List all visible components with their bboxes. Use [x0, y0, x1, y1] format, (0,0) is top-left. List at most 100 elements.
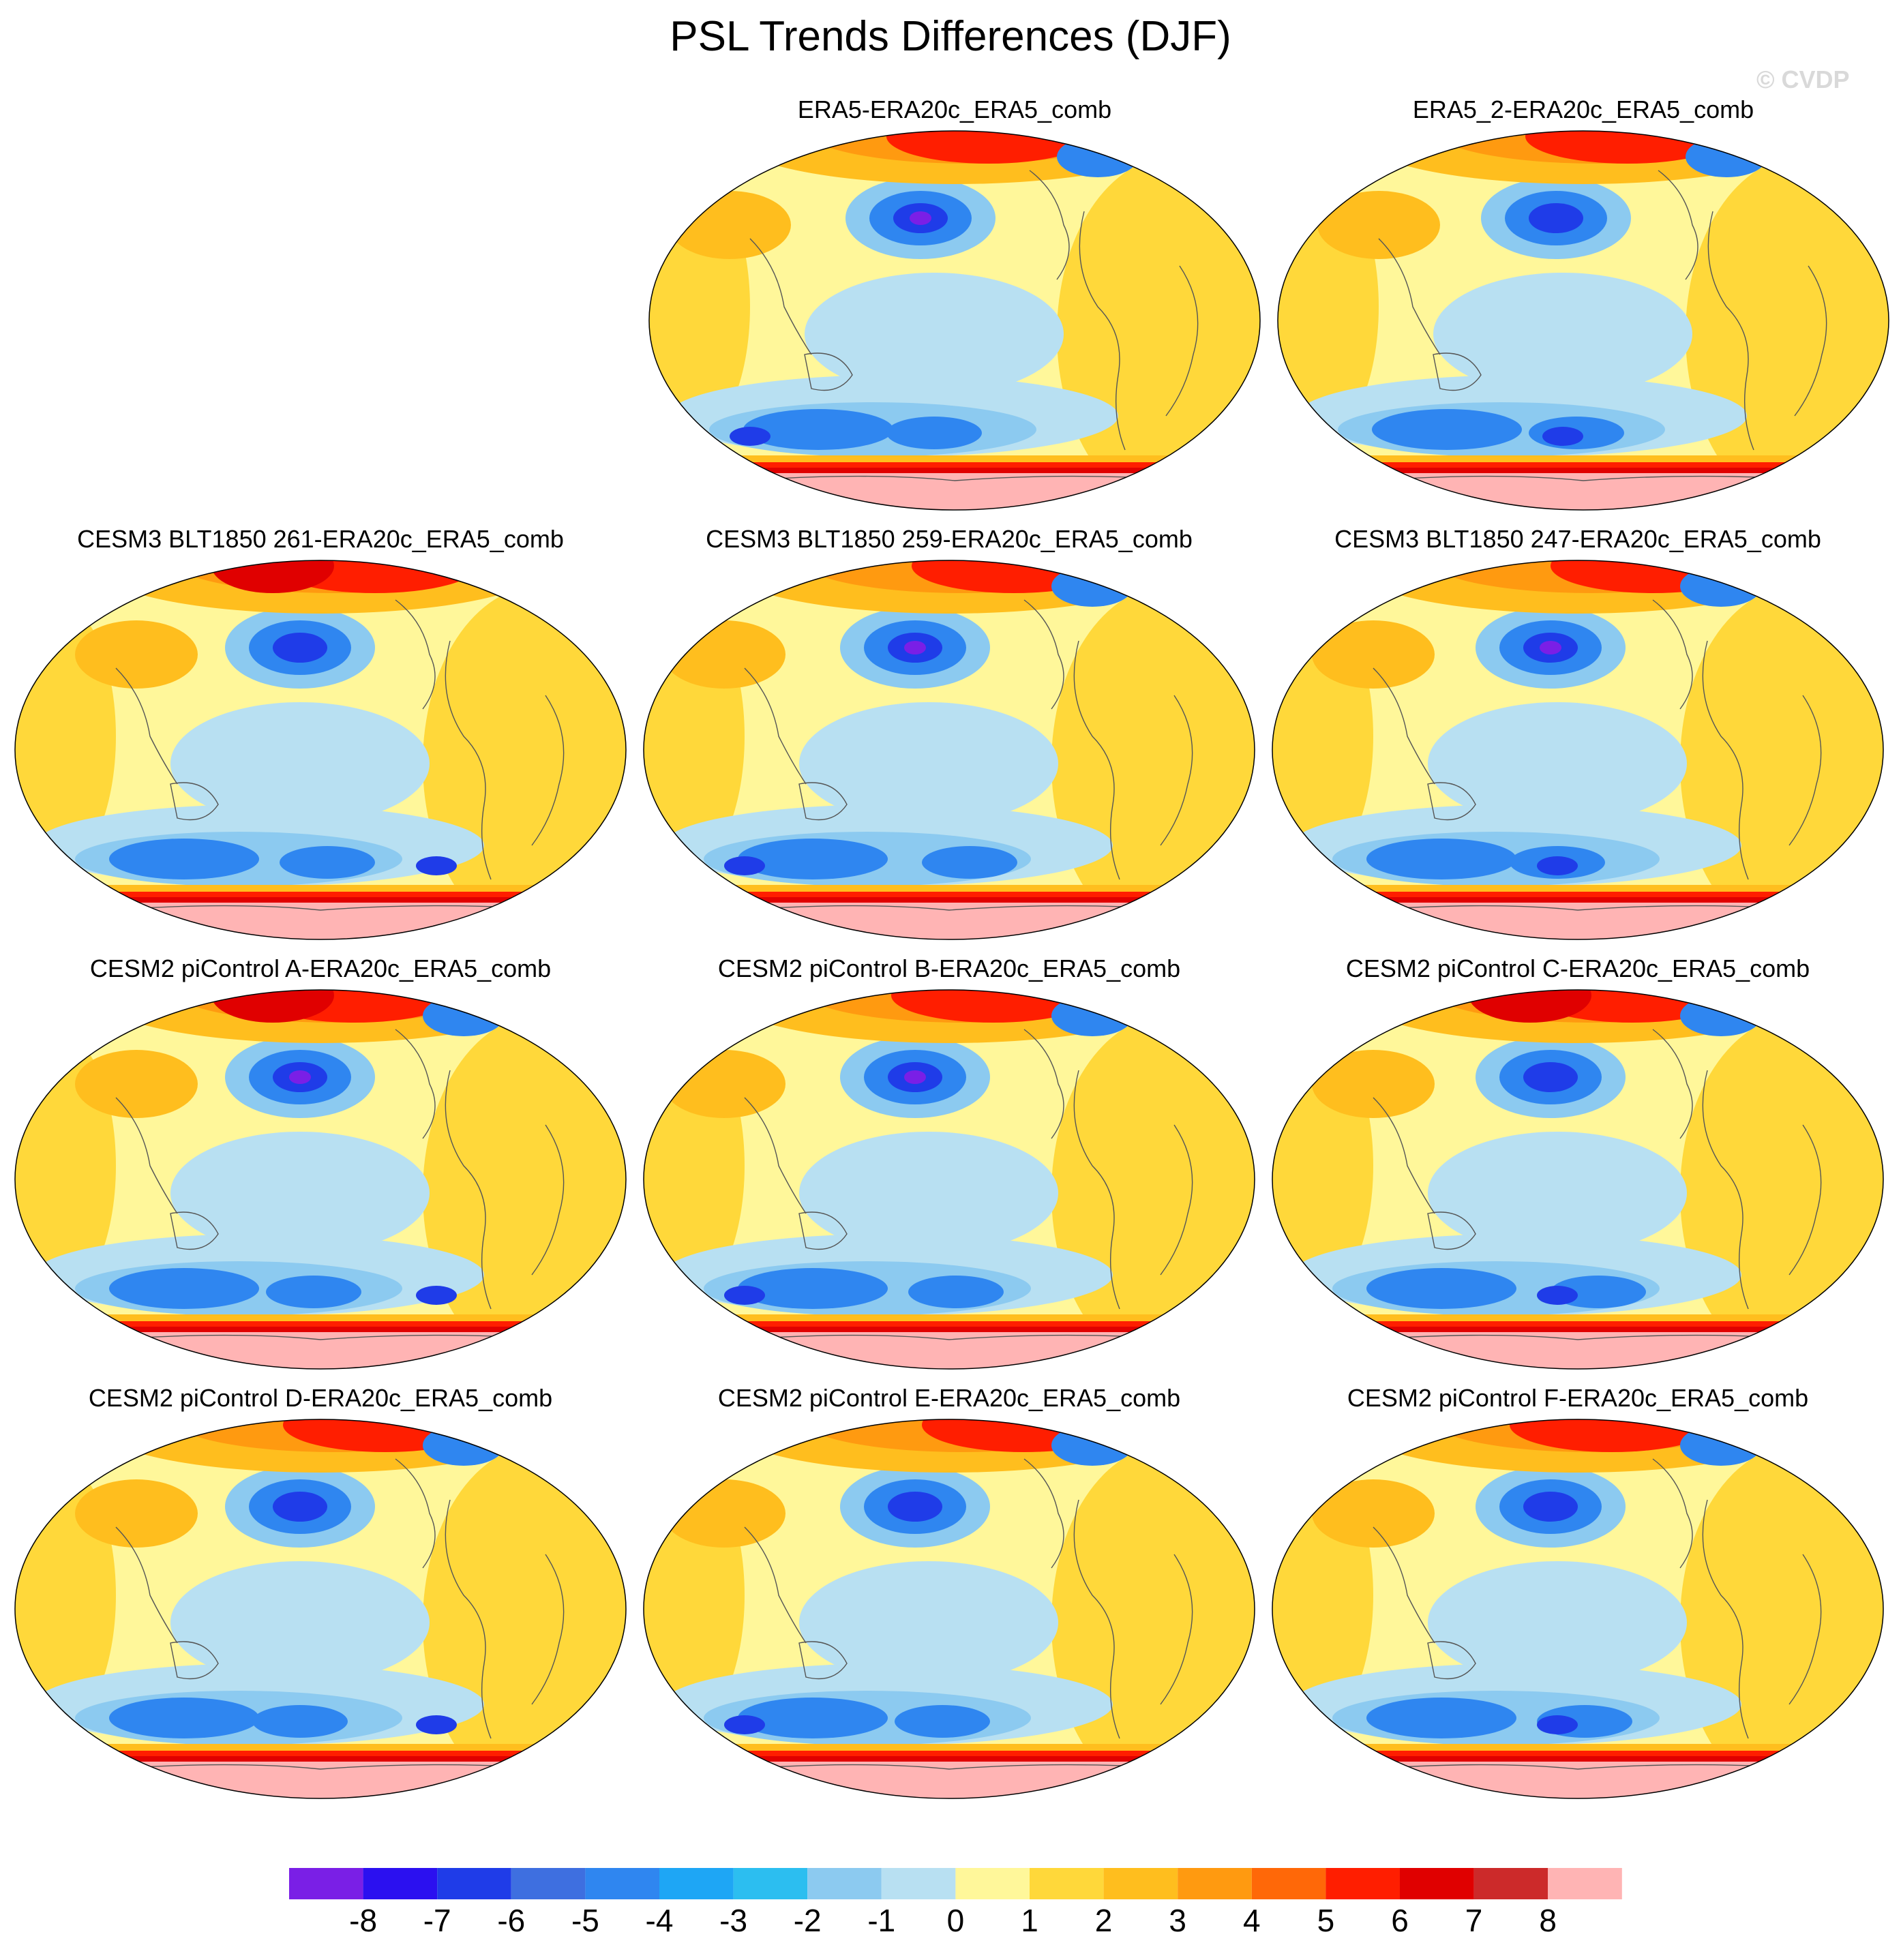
field-band: [1272, 1314, 1883, 1323]
map-field: [644, 560, 1255, 939]
field-low-core: [1529, 203, 1583, 233]
colorbar-tick-label: 7: [1465, 1903, 1483, 1938]
map-outline: [643, 560, 1255, 940]
coastline-australia: [1427, 1641, 1476, 1680]
colorbar-tick-label: -2: [793, 1903, 822, 1938]
coastline-australia: [1427, 782, 1476, 821]
field-low-core: [724, 1286, 765, 1305]
map-field: [649, 131, 1260, 510]
field-band: [15, 897, 626, 903]
field-antarctic: [15, 1762, 626, 1798]
field-low-core: [724, 1715, 765, 1734]
colorbar-tick-label: 4: [1243, 1903, 1261, 1938]
coastline-americas: [1702, 1499, 1749, 1739]
colorbar-swatch: [881, 1868, 956, 1899]
map-outline: [14, 560, 627, 940]
field-low-core: [280, 846, 375, 879]
coastline-americas: [1073, 1499, 1120, 1739]
colorbar-tick-label: 6: [1391, 1903, 1409, 1938]
field-low-core: [109, 1698, 259, 1738]
coastline-americas: [445, 640, 492, 880]
field-low-core: [416, 1286, 457, 1305]
field-antarctic: [644, 903, 1255, 939]
field-band: [15, 1751, 626, 1758]
field-antarctic: [1278, 473, 1889, 510]
field-low-core: [273, 1492, 327, 1522]
map-panel: ERA5_2-ERA20c_ERA5_comb: [1270, 95, 1897, 532]
colorbar-swatch: [511, 1868, 586, 1899]
field-low-core: [1051, 1425, 1133, 1466]
colorbar-swatch: [733, 1868, 808, 1899]
map-panel: CESM3 BLT1850 259-ERA20c_ERA5_comb: [635, 525, 1263, 961]
coastline-north-america: [1652, 599, 1693, 710]
coastline-africa: [1165, 265, 1199, 417]
field-low-core: [738, 839, 888, 879]
map-panel: CESM2 piControl D-ERA20c_ERA5_comb: [7, 1384, 634, 1820]
field-low-core: [1680, 566, 1762, 607]
field-low-core: [904, 641, 926, 654]
map: [1272, 560, 1884, 940]
coastline-north-america: [1029, 170, 1070, 280]
field-band: [1272, 892, 1883, 899]
map-outline: [648, 130, 1261, 511]
coastline-australia: [798, 782, 848, 821]
colorbar-tick-label: 3: [1169, 1903, 1186, 1938]
field-low-core: [1680, 1425, 1762, 1466]
field-low-core: [109, 1268, 259, 1309]
colorbar-tick-label: 2: [1094, 1903, 1113, 1938]
field-low-core: [273, 633, 327, 663]
colorbar-swatch: [1400, 1868, 1474, 1899]
field-high-core: [1510, 1419, 1714, 1452]
field-low-core: [908, 1276, 1004, 1308]
field-warm-region: [1317, 191, 1440, 259]
coastline-north-america: [1023, 1029, 1064, 1139]
coastline-americas: [445, 1499, 492, 1739]
map-panel: CESM3 BLT1850 247-ERA20c_ERA5_comb: [1264, 525, 1891, 961]
colorbar-tick-label: -1: [867, 1903, 896, 1938]
coastline-asia: [744, 1526, 807, 1644]
field-cool-region: [799, 1561, 1058, 1684]
field-cool-region: [1428, 1561, 1687, 1684]
field-band: [644, 1751, 1255, 1758]
coastline-asia: [115, 1526, 178, 1644]
panel-title: CESM3 BLT1850 259-ERA20c_ERA5_comb: [706, 525, 1193, 553]
field-low-core: [1366, 1698, 1516, 1738]
map: [14, 560, 627, 940]
panel-title: ERA5_2-ERA20c_ERA5_comb: [1412, 95, 1754, 123]
field-low-core: [1366, 839, 1516, 879]
field-band: [1272, 1756, 1883, 1762]
field-band: [644, 892, 1255, 899]
coastline-asia: [115, 667, 178, 785]
map-outline: [643, 1419, 1255, 1799]
colorbar-swatch: [1251, 1868, 1326, 1899]
coastline-north-america: [395, 1029, 436, 1139]
colorbar-swatch: [1103, 1868, 1178, 1899]
coastline-asia: [1373, 1526, 1435, 1644]
field-high-core: [1525, 131, 1730, 164]
field-cool-region: [170, 1561, 430, 1684]
map: [648, 130, 1261, 511]
colorbar-tick-label: 1: [1021, 1903, 1038, 1938]
field-low-core: [888, 1492, 942, 1522]
field-high-core: [886, 131, 1091, 164]
coastline-americas: [1079, 211, 1126, 451]
colorbar-swatch: [437, 1868, 511, 1899]
field-band: [1272, 1751, 1883, 1758]
coastline-asia: [1373, 667, 1435, 785]
field-cool-region: [799, 702, 1058, 825]
field-high-core: [211, 560, 334, 593]
coastline-africa: [1788, 695, 1822, 846]
coastline-north-america: [395, 599, 436, 710]
map-panel: CESM2 piControl E-ERA20c_ERA5_comb: [635, 1384, 1263, 1820]
field-band: [1272, 885, 1883, 893]
field-high-core: [211, 990, 334, 1023]
field-low-core: [416, 1715, 457, 1734]
coastline-north-america: [395, 1458, 436, 1569]
field-band: [1272, 1321, 1883, 1328]
map-panel: CESM2 piControl C-ERA20c_ERA5_comb: [1264, 954, 1891, 1391]
panel-title: CESM3 BLT1850 247-ERA20c_ERA5_comb: [1334, 525, 1821, 553]
field-low-core: [895, 1705, 990, 1738]
field-low-core: [416, 856, 457, 875]
coastline-africa: [1788, 1554, 1822, 1705]
map-field: [644, 1419, 1255, 1798]
